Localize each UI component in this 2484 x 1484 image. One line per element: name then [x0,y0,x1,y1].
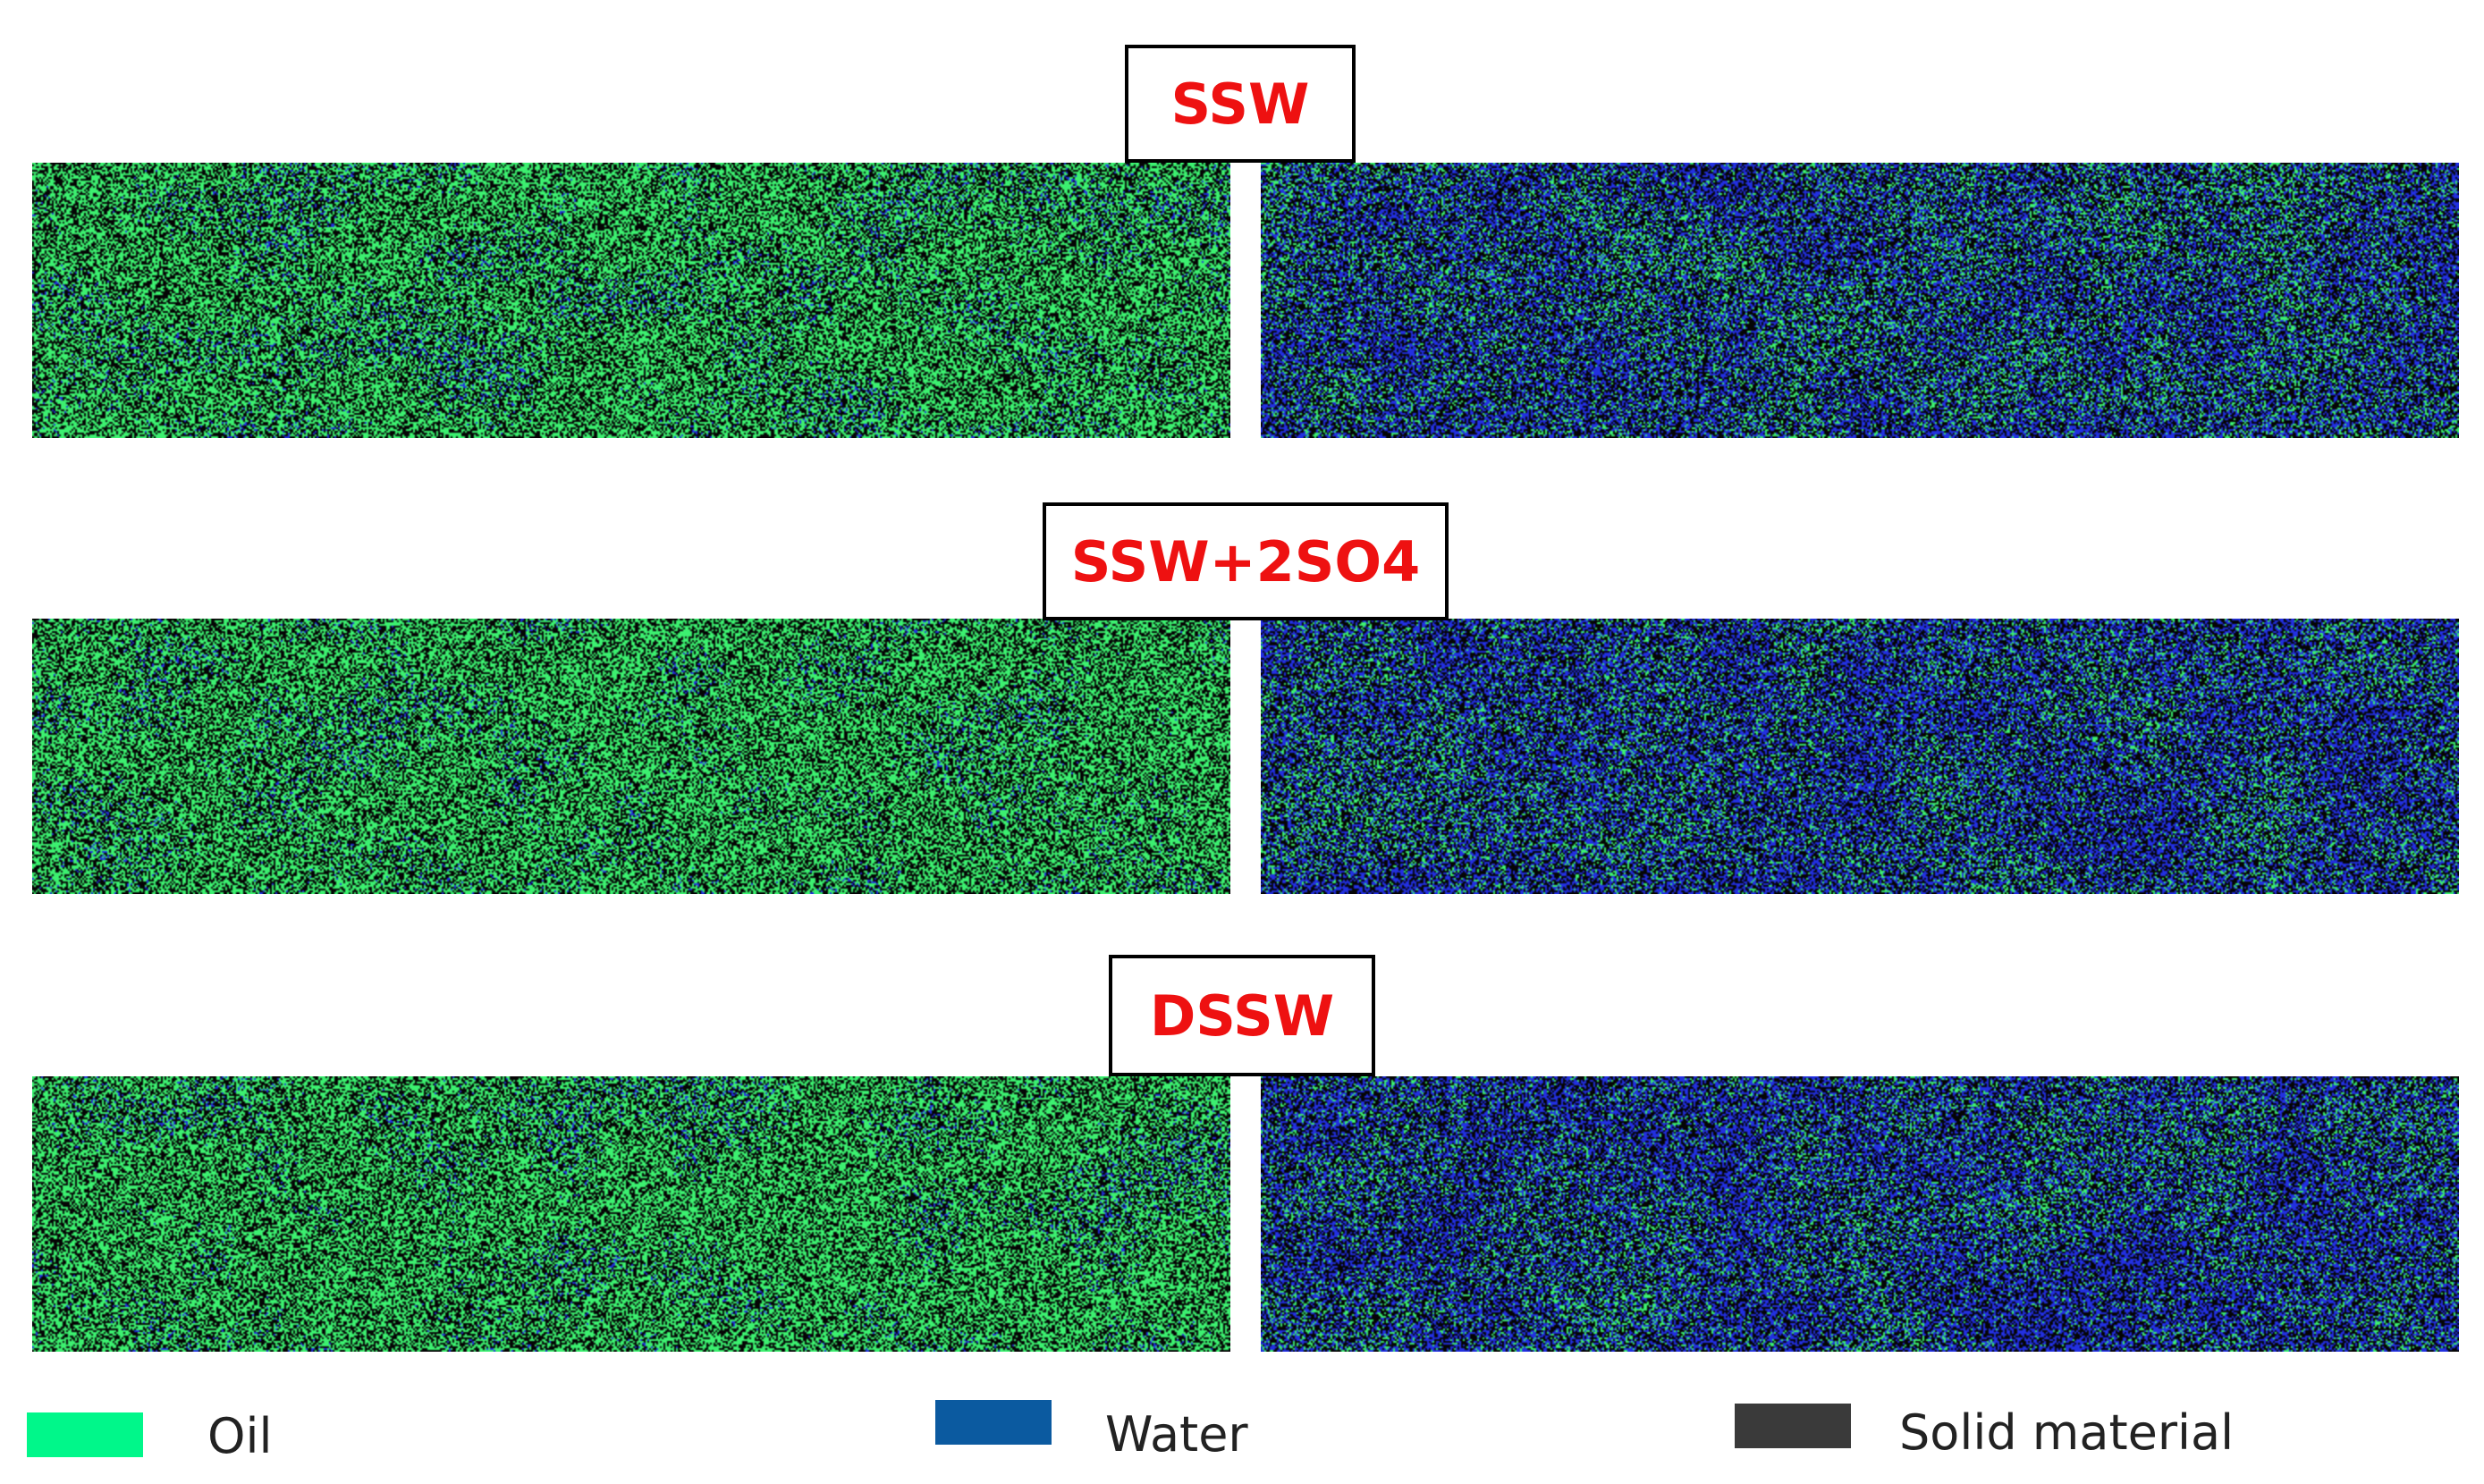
dssw-left-canvas [32,1076,1230,1352]
ssw-left-canvas [32,163,1230,438]
oil-legend-swatch [27,1412,143,1457]
ssw-2so4-left-canvas [32,619,1230,894]
ssw-2so4-label: SSW+2SO4 [1043,502,1449,620]
oil-legend-label: Oil [207,1408,273,1464]
water-legend-swatch [935,1400,1052,1445]
dssw-right-canvas [1261,1076,2459,1352]
solid-legend-swatch [1735,1404,1851,1448]
ssw-label: SSW [1125,45,1356,163]
dssw-label: DSSW [1109,955,1375,1076]
ssw-left-panel [32,163,1230,438]
ssw-2so4-right-panel [1261,619,2459,894]
dssw-right-panel [1261,1076,2459,1352]
water-legend-label: Water [1105,1406,1248,1463]
ssw-2so4-left-panel [32,619,1230,894]
solid-legend-label: Solid material [1899,1404,2235,1461]
ssw-2so4-right-canvas [1261,619,2459,894]
ssw-right-canvas [1261,163,2459,438]
ssw-right-panel [1261,163,2459,438]
dssw-left-panel [32,1076,1230,1352]
